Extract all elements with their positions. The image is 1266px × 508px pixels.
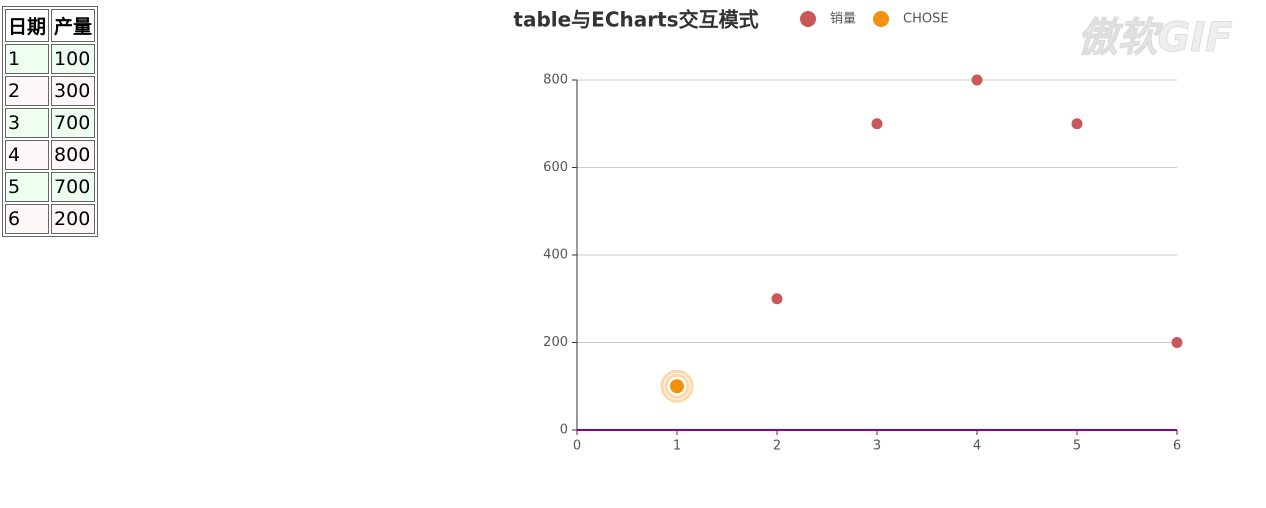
header-cell: 日期 <box>5 9 50 42</box>
table-cell: 700 <box>51 172 96 202</box>
table-cell: 200 <box>51 204 96 234</box>
y-tick-label: 400 <box>543 248 568 263</box>
table-row: 5 700 <box>5 172 96 202</box>
x-tick-label: 5 <box>1073 439 1081 454</box>
table-row: 3 700 <box>5 108 96 138</box>
legend-label: CHOSE <box>903 12 949 27</box>
table-cell: 800 <box>51 140 96 170</box>
table-row: 6 200 <box>5 204 96 234</box>
data-table: 日期 产量 1 100 2 300 3 700 4 800 5 700 6 200 <box>2 6 99 237</box>
x-tick-label: 3 <box>873 439 881 454</box>
table-row: 4 800 <box>5 140 96 170</box>
point <box>670 379 684 394</box>
header-cell: 产量 <box>51 9 96 42</box>
table-cell: 1 <box>5 44 50 74</box>
y-tick-label: 600 <box>543 160 568 175</box>
table-cell: 2 <box>5 76 50 106</box>
point <box>971 74 983 86</box>
table-cell: 3 <box>5 108 50 138</box>
table-cell: 6 <box>5 204 50 234</box>
point <box>1171 337 1183 348</box>
table-cell: 300 <box>51 76 96 106</box>
point <box>1071 118 1083 130</box>
legend-label: 销量 <box>830 12 856 27</box>
x-tick-label: 0 <box>573 439 581 454</box>
chart-title: table与ECharts交互模式 <box>513 8 758 32</box>
y-tick-label: 0 <box>560 423 568 438</box>
y-tick-label: 200 <box>543 335 568 350</box>
x-tick-label: 4 <box>973 439 981 454</box>
table-cell: 700 <box>51 108 96 138</box>
legend-marker <box>800 11 816 27</box>
y-tick-label: 800 <box>543 73 568 88</box>
x-tick-label: 1 <box>673 439 681 454</box>
point <box>871 118 883 130</box>
ripple <box>660 369 694 403</box>
x-tick-label: 6 <box>1173 439 1181 454</box>
table-row: 2 300 <box>5 76 96 106</box>
table-row: 1 100 <box>5 44 96 74</box>
ripple <box>664 373 690 399</box>
table-cell: 5 <box>5 172 50 202</box>
table-cell: 100 <box>51 44 96 74</box>
table-header: 日期 产量 <box>5 9 96 42</box>
legend-marker <box>873 11 889 27</box>
x-tick-label: 2 <box>773 439 781 454</box>
table-cell: 4 <box>5 140 50 170</box>
point <box>771 293 783 305</box>
watermark: 傲软GIF <box>1077 15 1232 61</box>
